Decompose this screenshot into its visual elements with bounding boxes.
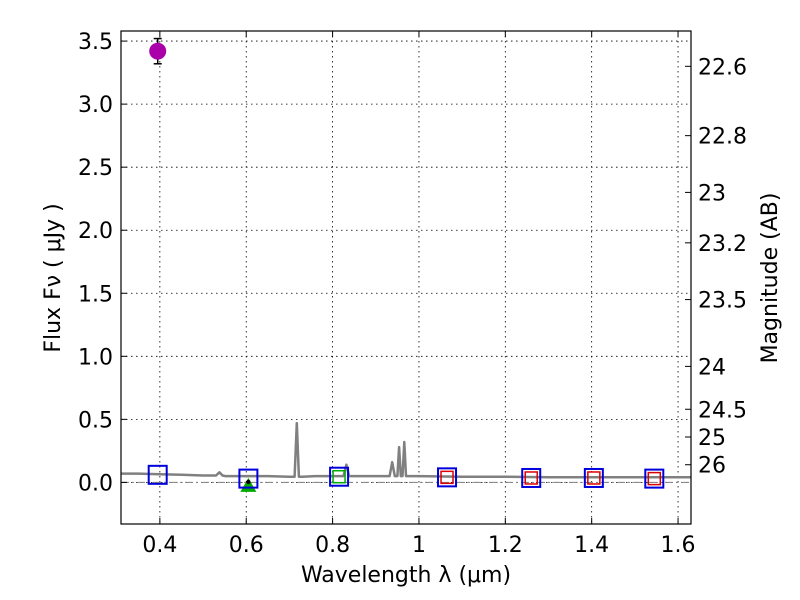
x-tick-label: 0.4 <box>142 533 177 558</box>
inner-marker-square <box>647 471 662 486</box>
x-tick-label: 0.8 <box>315 533 350 558</box>
model-photometry-square <box>147 464 168 485</box>
model-photometry-square <box>329 466 350 487</box>
model-photometry-square <box>644 468 665 489</box>
x-tick-label: 1 <box>412 533 426 558</box>
magnitude-tick-label: 23 <box>698 181 726 206</box>
y-tick-label: 1.5 <box>78 282 113 307</box>
inner-marker-square <box>524 471 538 485</box>
magnitude-tick-label: 22.8 <box>698 125 747 150</box>
grid <box>121 31 691 524</box>
model-photometry-square <box>521 467 542 488</box>
inner-marker-square <box>440 470 454 485</box>
y-tick-label: 3.5 <box>78 30 113 55</box>
x-tick-label: 0.6 <box>229 533 264 558</box>
series-layer <box>121 37 691 492</box>
x-tick-label: 1.6 <box>661 533 696 558</box>
x-axis-ticks: 0.4 0.6 0.8 1 1.2 1.4 1.6 <box>142 31 696 558</box>
y-tick-label: 3.0 <box>78 93 113 118</box>
inner-marker-square <box>587 471 601 485</box>
detection-point <box>149 42 167 60</box>
x-tick-label: 1.2 <box>488 533 523 558</box>
magnitude-tick-label: 24 <box>698 355 726 380</box>
magnitude-tick-label: 23.2 <box>698 232 747 257</box>
y-tick-label: 2.5 <box>78 156 113 181</box>
magnitude-tick-label: 23.5 <box>698 289 747 314</box>
magnitude-tick-label: 25 <box>698 426 726 451</box>
magnitude-tick-label: 26 <box>698 454 726 479</box>
model-photometry-square <box>437 467 458 488</box>
model-photometry-square <box>583 467 604 488</box>
plot-frame <box>120 30 692 525</box>
model-photometry-square <box>238 468 259 489</box>
x-axis-label: Wavelength λ (μm) <box>301 563 511 588</box>
y-tick-label: 0.0 <box>78 471 113 496</box>
y-tick-label: 2.0 <box>78 219 113 244</box>
right-axis-label: Magnitude (AB) <box>758 193 783 364</box>
y-tick-label: 0.5 <box>78 408 113 433</box>
inner-marker-square <box>332 469 346 484</box>
magnitude-axis-ticks: 22.6 22.8 23 23.2 23.5 24 24.5 25 26 <box>685 55 747 479</box>
y-axis-ticks: 0.0 0.5 1.0 1.5 2.0 2.5 3.0 3.5 <box>78 30 127 496</box>
x-tick-label: 1.4 <box>574 533 609 558</box>
model-spectrum-line <box>121 421 691 479</box>
plot-frame-border <box>120 30 692 525</box>
magnitude-tick-label: 24.5 <box>698 398 747 423</box>
y-tick-label: 1.0 <box>78 345 113 370</box>
upper-limit-dot <box>246 479 251 485</box>
magnitude-tick-label: 22.6 <box>698 55 747 80</box>
y-axis-label: Flux Fν ( μJy ) <box>41 203 66 352</box>
